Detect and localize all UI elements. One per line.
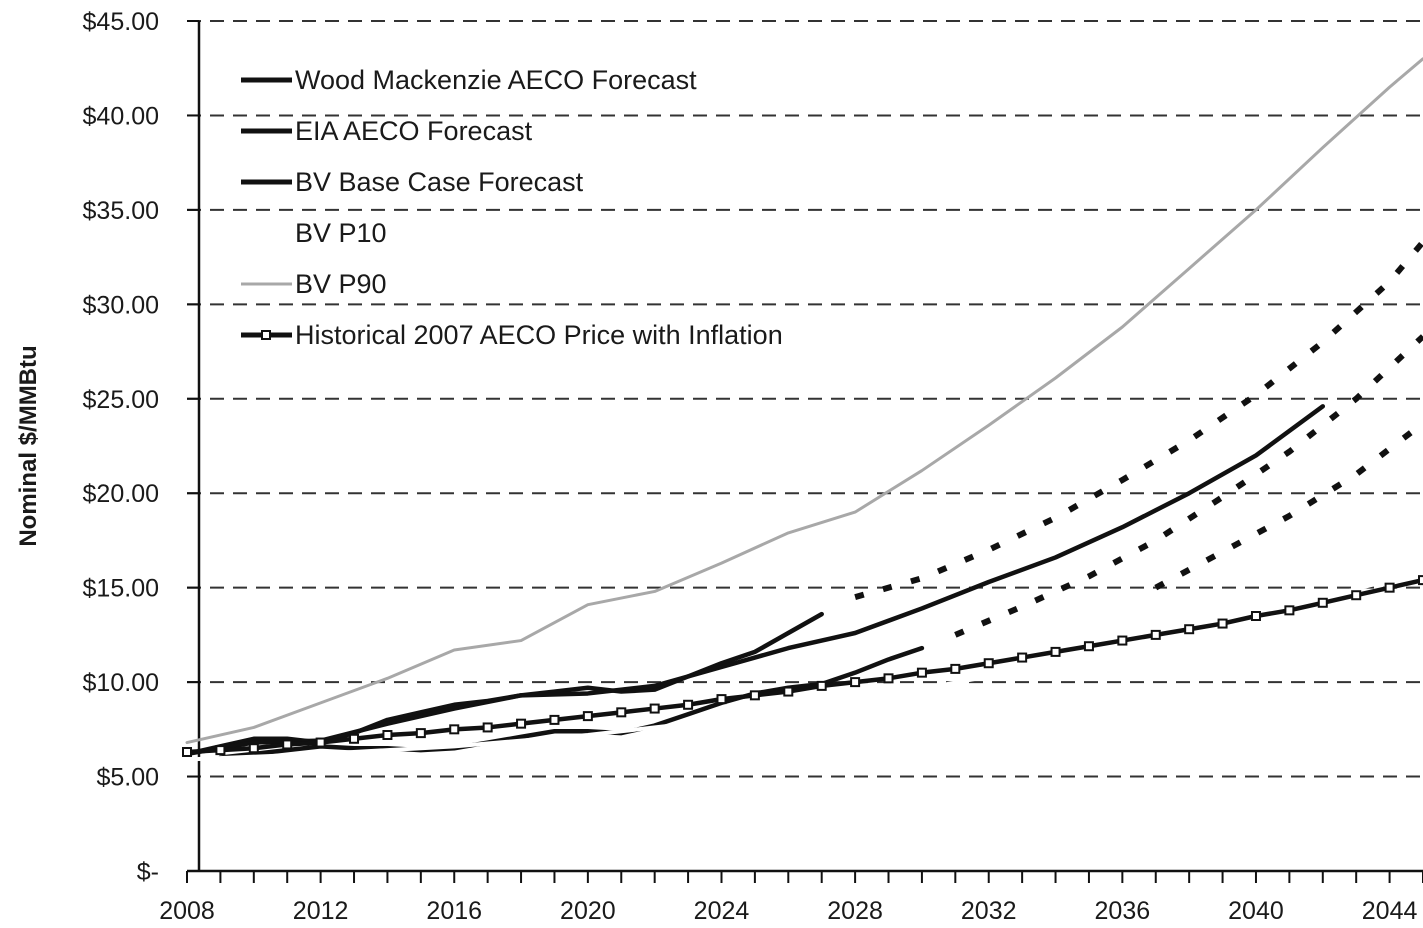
y-tick-label: $40.00	[83, 102, 159, 130]
series-marker	[850, 677, 861, 688]
series-marker	[716, 694, 727, 705]
series-marker	[282, 739, 293, 750]
x-tick-label: 2016	[426, 897, 482, 923]
y-tick-label: $20.00	[83, 480, 159, 508]
series-marker	[415, 728, 426, 739]
series-marker	[248, 743, 259, 754]
series-lines	[182, 57, 1423, 762]
y-tick-label: $45.00	[83, 8, 159, 36]
series-marker	[1050, 646, 1061, 657]
legend-marker	[261, 330, 271, 340]
series-marker	[1384, 582, 1395, 593]
series-marker	[1418, 575, 1423, 586]
series-marker	[215, 745, 226, 756]
y-tick-label: $5.00	[96, 764, 159, 792]
series-marker	[549, 714, 560, 725]
series-marker	[315, 737, 326, 748]
series-marker	[816, 680, 827, 691]
series-marker	[1351, 590, 1362, 601]
y-tick-label: $25.00	[83, 386, 159, 414]
y-tick-label: $35.00	[83, 197, 159, 225]
series-line-5	[184, 577, 1423, 755]
series-marker	[516, 718, 527, 729]
series-marker	[582, 711, 593, 722]
series-marker	[749, 690, 760, 701]
y-tick-label: $-	[137, 858, 159, 886]
legend-label: BV P10	[295, 218, 387, 248]
series-marker	[883, 673, 894, 684]
series-line-8	[1154, 420, 1423, 591]
series-line-2	[184, 404, 1326, 757]
x-tick-label: 2044	[1362, 897, 1418, 923]
y-tick-label: $10.00	[83, 669, 159, 697]
series-marker	[916, 667, 927, 678]
x-tick-label: 2024	[694, 897, 750, 923]
series-marker	[182, 747, 192, 757]
series-marker	[683, 699, 694, 710]
legend-label: EIA AECO Forecast	[295, 116, 533, 146]
legend-label: BV P90	[295, 269, 387, 299]
series-marker	[649, 703, 660, 714]
x-tick-label: 2020	[560, 897, 616, 923]
series-marker	[1150, 629, 1161, 640]
legend: Wood Mackenzie AECO Forecast EIA AECO For…	[241, 65, 783, 350]
series-line-4	[185, 57, 1423, 745]
series-marker	[1184, 624, 1195, 635]
series-marker	[983, 658, 994, 669]
x-tick-label: 2028	[827, 897, 883, 923]
series-marker	[1117, 635, 1128, 646]
series-marker	[1250, 611, 1261, 621]
series-marker	[616, 707, 627, 718]
series-line-0	[184, 611, 824, 757]
x-tick-label: 2032	[961, 897, 1017, 923]
series-marker	[950, 663, 961, 674]
series-marker	[349, 733, 360, 744]
x-tick-label: 2036	[1095, 897, 1151, 923]
series-marker	[382, 730, 393, 740]
y-tick-label: $30.00	[83, 291, 159, 319]
y-tick-label: $15.00	[83, 575, 159, 603]
series-line-1	[218, 645, 925, 760]
series-marker	[1217, 618, 1228, 629]
series-line-3	[185, 578, 1392, 762]
x-tick-label: 2040	[1228, 897, 1284, 923]
series-marker	[1284, 605, 1295, 616]
series-marker	[482, 722, 493, 733]
legend-label: Historical 2007 AECO Price with Inflatio…	[295, 320, 783, 350]
x-tick-label: 2008	[159, 897, 215, 923]
y-axis-label: Nominal $/MMBtu	[15, 345, 42, 546]
series-marker	[449, 724, 460, 735]
series-marker	[783, 686, 794, 697]
series-marker	[1017, 652, 1028, 663]
series-line-6	[854, 240, 1423, 600]
legend-label: Wood Mackenzie AECO Forecast	[295, 65, 697, 95]
x-tick-label: 2012	[293, 897, 349, 923]
legend-label: BV Base Case Forecast	[295, 167, 584, 197]
series-line-7	[954, 334, 1423, 638]
series-marker	[1083, 641, 1094, 652]
axes: $- $5.00 $10.00 $15.00 $20.00 $25.00 $30.00 $35…	[83, 8, 1423, 925]
series-marker	[1317, 597, 1328, 608]
